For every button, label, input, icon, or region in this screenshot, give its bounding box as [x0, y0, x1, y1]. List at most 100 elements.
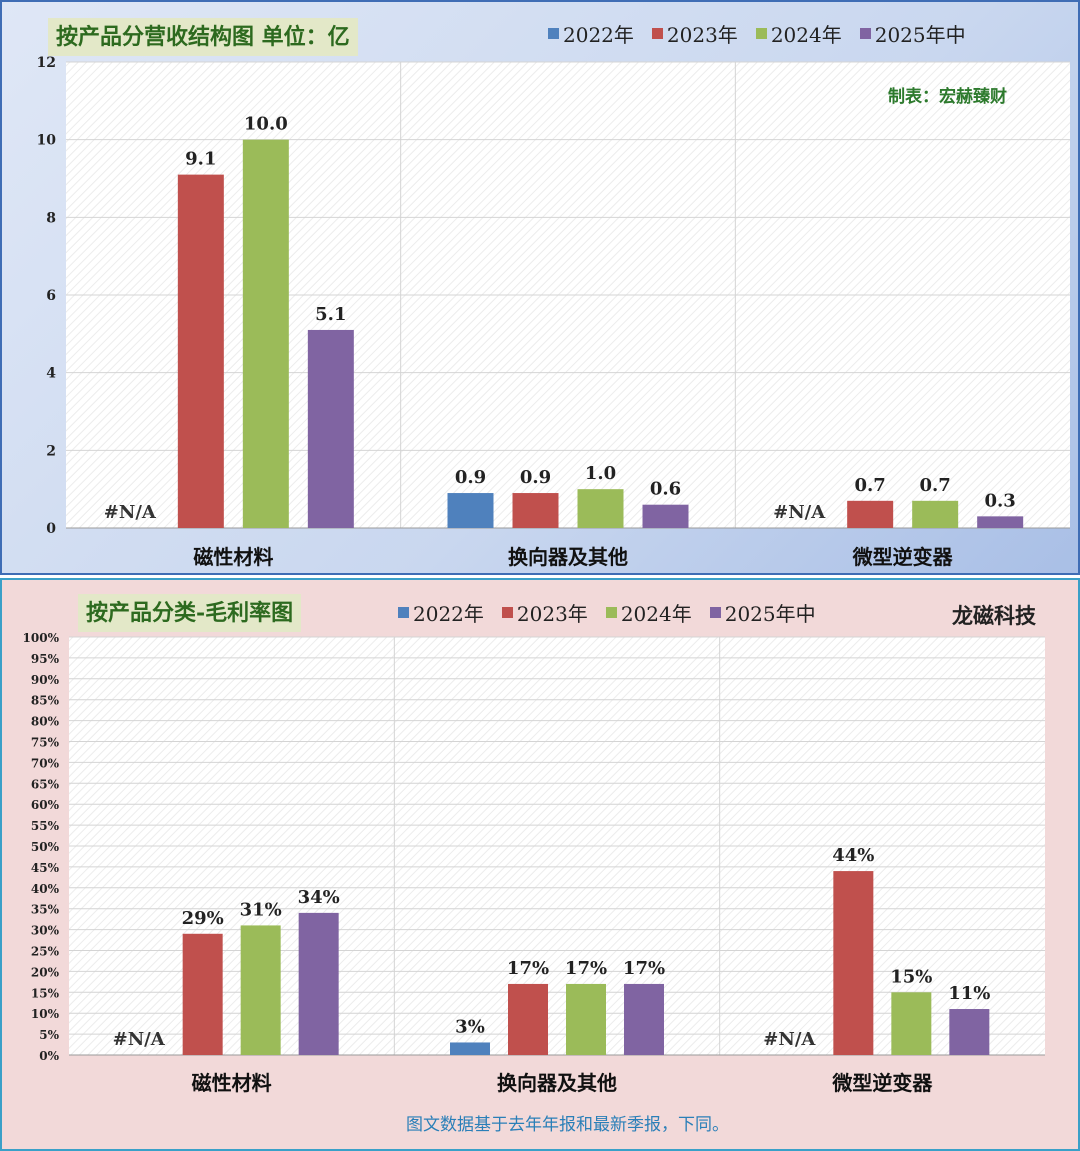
bar — [298, 912, 339, 1055]
legend-item-2024: 2024年 — [755, 19, 842, 48]
legend-label: 2024年 — [620, 602, 692, 626]
y-tick-label: 55% — [31, 819, 60, 833]
y-tick-label: 80% — [31, 715, 60, 729]
legend-label: 2023年 — [666, 23, 738, 47]
y-tick-label: 6 — [46, 288, 56, 304]
legend-item-2024: 2024年 — [605, 598, 692, 627]
data-label-na: #N/A — [113, 1029, 166, 1050]
data-label: 15% — [890, 966, 932, 987]
bar — [949, 1009, 990, 1055]
category-label: 磁性材料 — [193, 545, 273, 569]
revenue-chart: 0 2 4 6 8 10 12 磁性材料 #N/A 9.1 10.0 5.1 换向器及其他 0.9 0.9 1… — [37, 55, 1070, 569]
bar — [240, 925, 281, 1055]
data-label: 17% — [565, 958, 607, 979]
data-label: 44% — [832, 845, 874, 866]
legend-label: 2022年 — [413, 602, 484, 626]
y-tick-label: 95% — [31, 652, 60, 666]
data-label: 9.1 — [185, 149, 216, 170]
revenue-chart-title: 按产品分营收结构图 单位：亿 — [48, 18, 358, 56]
data-label-na: #N/A — [773, 502, 826, 523]
data-label: 5.1 — [315, 304, 346, 325]
y-tick-label: 15% — [31, 986, 60, 1000]
bar — [642, 504, 689, 528]
bar — [847, 500, 894, 528]
category-label: 微型逆变器 — [831, 1071, 933, 1095]
legend-label: 2025年中 — [724, 602, 816, 626]
data-label-na: #N/A — [104, 502, 157, 523]
y-tick-label: 45% — [31, 861, 60, 875]
legend-item-2025h1: 2025年中 — [709, 598, 816, 627]
y-tick-label: 70% — [31, 756, 60, 770]
category-label: 换向器及其他 — [508, 545, 628, 569]
legend-label: 2024年 — [770, 23, 842, 47]
y-tick-label: 0 — [46, 521, 56, 537]
legend-swatch — [548, 28, 559, 39]
y-tick-label: 85% — [31, 694, 60, 708]
y-tick-label: 5% — [39, 1028, 59, 1042]
data-label-na: #N/A — [763, 1029, 816, 1050]
bar — [833, 871, 874, 1055]
revenue-chart-panel: 0 2 4 6 8 10 12 磁性材料 #N/A 9.1 10.0 5.1 换向器及其他 0.9 0.9 1… — [0, 0, 1080, 575]
margin-chart-title: 按产品分类-毛利率图 — [78, 594, 302, 632]
bar — [182, 933, 223, 1055]
legend-swatch — [755, 28, 767, 39]
y-tick-label: 10% — [31, 1007, 60, 1021]
legend-swatch — [605, 607, 617, 618]
data-label: 0.3 — [985, 490, 1016, 511]
y-tick-label: 0% — [39, 1049, 59, 1063]
y-tick-label: 100% — [23, 631, 60, 645]
bar — [177, 174, 224, 528]
legend-swatch — [709, 607, 721, 618]
margin-chart-panel: 0% 5% 10% 15% 20% 25% 30% 35% 40% 45% 50% 55% 60% 65%… — [0, 578, 1080, 1151]
y-tick-label: 8 — [46, 210, 56, 226]
data-label: 11% — [948, 983, 990, 1004]
margin-chart: 0% 5% 10% 15% 20% 25% 30% 35% 40% 45% 50% 55% 60% 65%… — [23, 631, 1045, 1095]
data-label: 10.0 — [244, 114, 288, 135]
legend-swatch — [501, 607, 513, 618]
legend-label: 2022年 — [563, 23, 634, 47]
legend-swatch — [651, 28, 663, 39]
y-tick-label: 12 — [37, 55, 56, 71]
legend-label: 2023年 — [516, 602, 588, 626]
legend-item-2023: 2023年 — [501, 598, 588, 627]
y-tick-label: 20% — [31, 965, 60, 979]
data-label: 0.9 — [520, 467, 551, 488]
data-label: 3% — [455, 1016, 485, 1037]
data-label: 34% — [298, 887, 340, 908]
company-name: 龙磁科技 — [952, 603, 1036, 628]
y-tick-label: 40% — [31, 882, 60, 896]
footnote: 图文数据基于去年年报和最新季报，下同。 — [406, 1115, 729, 1135]
bar — [577, 489, 624, 528]
y-tick-label: 10 — [37, 133, 57, 149]
data-label: 0.9 — [455, 467, 486, 488]
y-tick-label: 75% — [31, 736, 60, 750]
data-label: 0.6 — [650, 479, 681, 500]
bar — [624, 983, 664, 1055]
legend-item-2022: 2022年 — [398, 598, 484, 627]
legend-swatch — [398, 607, 409, 618]
data-label: 0.7 — [920, 475, 951, 496]
data-label: 1.0 — [585, 463, 616, 484]
data-label: 29% — [182, 908, 224, 929]
bar — [512, 493, 559, 528]
y-tick-label: 25% — [31, 945, 60, 959]
y-tick-label: 60% — [31, 798, 60, 812]
data-label: 31% — [240, 899, 282, 920]
legend-swatch — [859, 28, 871, 39]
margin-legend: 2022年 2023年 2024年 2025年中 — [398, 598, 816, 627]
category-label: 磁性材料 — [192, 1071, 272, 1095]
bar — [977, 516, 1024, 528]
revenue-legend: 2022年 2023年 2024年 2025年中 — [548, 19, 966, 48]
bar — [307, 329, 354, 528]
y-tick-label: 90% — [31, 673, 60, 687]
legend-item-2025h1: 2025年中 — [859, 19, 966, 48]
bar — [450, 1042, 490, 1055]
y-tick-label: 35% — [31, 903, 60, 917]
data-label: 17% — [623, 958, 665, 979]
y-tick-label: 4 — [46, 366, 56, 382]
bar — [912, 500, 959, 528]
bar — [508, 983, 548, 1055]
legend-item-2022: 2022年 — [548, 19, 634, 48]
y-tick-label: 50% — [31, 840, 60, 854]
chart-maker-credit: 制表：宏赫臻财 — [888, 87, 1007, 107]
